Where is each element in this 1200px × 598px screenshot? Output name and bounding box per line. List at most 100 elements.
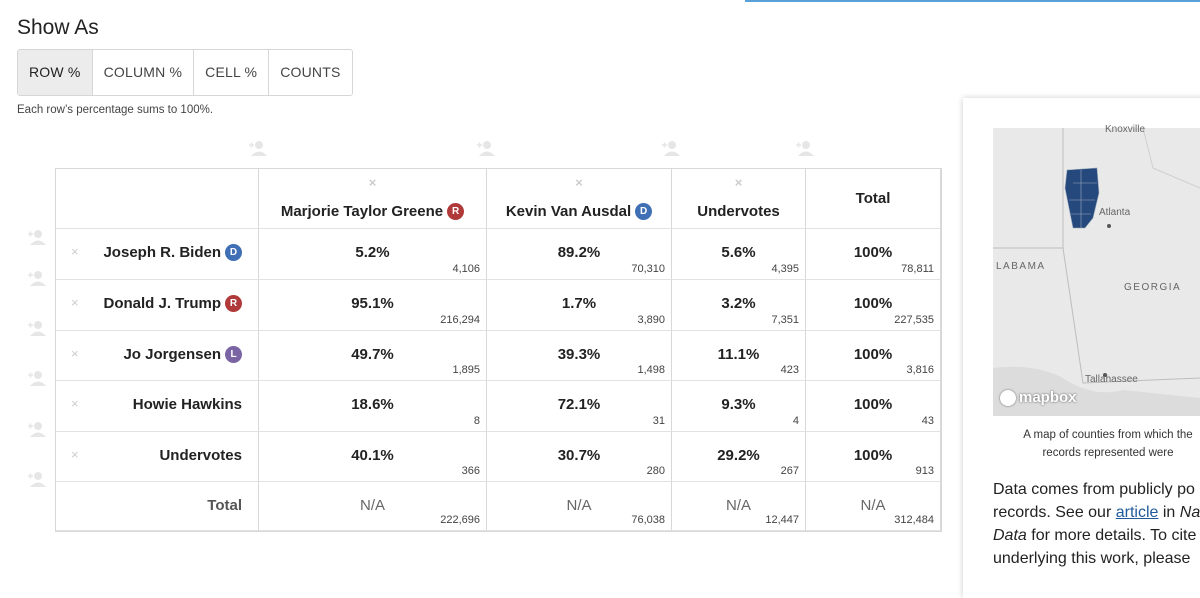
cell-percent: 100% — [853, 295, 893, 312]
map-caption: A map of counties from which the records … — [993, 426, 1200, 462]
add-icon[interactable] — [27, 471, 47, 487]
row-name: Howie Hawkins — [132, 396, 242, 413]
cell-percent: 5.6% — [721, 244, 756, 261]
cell-count: 4 — [792, 415, 799, 427]
text-run: in — [1158, 504, 1180, 521]
cell-count: 222,696 — [440, 514, 480, 526]
data-cell: 30.7% 280 — [487, 432, 672, 482]
tab[interactable]: CELL % — [194, 50, 270, 95]
data-cell: 1.7% 3,890 — [487, 280, 672, 331]
data-cell: 95.1% 216,294 — [259, 280, 487, 331]
text-line: records. See our article in Na — [993, 501, 1200, 524]
party-badge: D — [225, 244, 242, 261]
row-name: Joseph R. Biden — [103, 244, 221, 261]
row-label: Jo Jorgensen L — [123, 346, 242, 363]
data-cell: N/A 312,484 — [806, 482, 941, 531]
column-header: Undervotes × — [672, 169, 806, 229]
map-label: Knoxville — [1105, 124, 1146, 135]
cell-count: 267 — [780, 465, 799, 477]
column-header: Kevin Van Ausdal D × — [487, 169, 672, 229]
caption-line: records represented were — [1042, 447, 1174, 459]
data-cell: 5.6% 4,395 — [672, 229, 806, 280]
cell-count: 4,395 — [771, 263, 799, 275]
cell-count: 8 — [473, 415, 480, 427]
row-label: Total — [207, 497, 242, 514]
add-icon[interactable] — [27, 270, 47, 286]
map-label: Atlanta — [1099, 207, 1131, 218]
cell-count: 1,498 — [637, 364, 665, 376]
cell-percent: 9.3% — [721, 396, 756, 413]
row-header: × Howie Hawkins — [56, 381, 259, 432]
column-label: Total — [806, 190, 940, 207]
add-icon[interactable] — [27, 320, 47, 336]
remove-column[interactable]: × — [368, 175, 377, 190]
tab[interactable]: COLUMN % — [93, 50, 195, 95]
remove-row[interactable]: × — [71, 346, 79, 361]
row-label: Donald J. Trump R — [103, 295, 242, 312]
note: Each row’s percentage sums to 100%. — [17, 104, 214, 116]
row-name: Jo Jorgensen — [123, 346, 221, 363]
page: {"header": {"title": "Show As"}, "tabs":… — [17, 0, 1200, 570]
top-rule — [745, 0, 1200, 2]
row-label: Undervotes — [159, 447, 242, 464]
cell-count: 280 — [646, 465, 665, 477]
add-icon[interactable] — [248, 140, 268, 156]
cell-percent: 1.7% — [561, 295, 597, 312]
data-cell: 11.1% 423 — [672, 331, 806, 381]
tab[interactable]: ROW % — [18, 50, 93, 95]
add-icon[interactable] — [27, 229, 47, 245]
data-cell: 89.2% 70,310 — [487, 229, 672, 280]
article-link[interactable]: article — [1115, 504, 1159, 521]
add-icon[interactable] — [27, 370, 47, 386]
cell-count: 366 — [461, 465, 480, 477]
cell-percent: N/A — [566, 497, 592, 514]
logo-mark — [1000, 389, 1016, 406]
cell-percent: 3.2% — [721, 295, 756, 312]
data-cell: N/A 222,696 — [259, 482, 487, 531]
column-label: Marjorie Taylor Greene R — [259, 203, 486, 220]
add-icon[interactable] — [661, 140, 681, 156]
cell-percent: 39.3% — [557, 346, 601, 363]
cell-count: 312,484 — [894, 514, 934, 526]
remove-row[interactable]: × — [71, 244, 79, 259]
data-cell: N/A 76,038 — [487, 482, 672, 531]
row-header: × Donald J. Trump R — [56, 280, 259, 331]
cell-count: 78,811 — [901, 263, 934, 275]
remove-column[interactable]: × — [575, 175, 583, 190]
column-name: Undervotes — [697, 203, 780, 220]
text-line: underlying this work, please — [993, 547, 1200, 570]
cell-count: 216,294 — [440, 314, 480, 326]
cell-percent: 30.7% — [557, 447, 601, 464]
text-run: Data comes from publicly po — [993, 481, 1195, 498]
row-header: Total — [56, 482, 259, 531]
cell-percent: 18.6% — [351, 396, 394, 413]
logo-text: mapbox — [1019, 389, 1077, 406]
text-run: underlying this work, please — [993, 550, 1191, 567]
remove-column[interactable]: × — [734, 175, 743, 190]
text-line: Data for more details. To cite — [993, 524, 1200, 547]
cell-count: 423 — [780, 364, 799, 376]
row-name: Total — [207, 497, 242, 514]
column-label: Undervotes — [672, 203, 805, 220]
text-line: Data comes from publicly po — [993, 478, 1200, 501]
cell-percent: 100% — [853, 396, 893, 413]
party-badge: L — [225, 346, 242, 363]
data-cell: 3.2% 7,351 — [672, 280, 806, 331]
add-icon[interactable] — [476, 140, 496, 156]
tab[interactable]: COUNTS — [280, 64, 341, 80]
remove-row[interactable]: × — [71, 447, 79, 462]
party-badge: D — [635, 203, 653, 220]
party-badge: R — [447, 203, 465, 220]
add-icon[interactable] — [27, 421, 47, 437]
data-cell: N/A 12,447 — [672, 482, 806, 531]
remove-row[interactable]: × — [71, 295, 79, 310]
add-icon[interactable] — [795, 140, 815, 156]
row-header: × Jo Jorgensen L — [56, 331, 259, 381]
remove-row[interactable]: × — [71, 396, 79, 411]
text-run: for more details. To cite — [1026, 527, 1197, 544]
caption-line: A map of counties from which the — [1023, 429, 1193, 441]
cell-count: 70,310 — [631, 263, 665, 275]
cell-count: 227,535 — [894, 314, 934, 326]
cell-count: 7,351 — [771, 314, 799, 326]
cell-percent: N/A — [860, 497, 886, 514]
